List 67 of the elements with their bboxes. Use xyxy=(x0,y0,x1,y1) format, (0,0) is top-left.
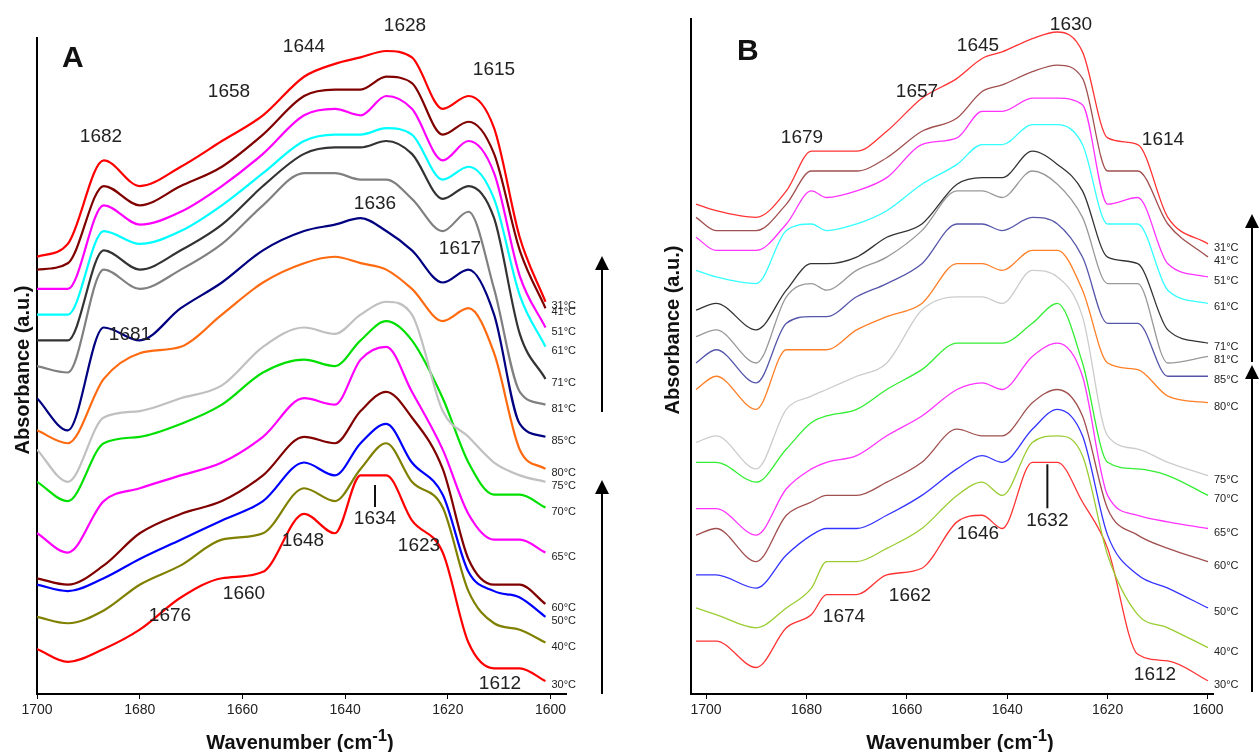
annotation: 1615 xyxy=(472,58,516,80)
series-label: 85°C xyxy=(551,433,577,446)
x-tick-label: 1680 xyxy=(124,701,156,718)
x-tick-label: 1620 xyxy=(432,701,464,718)
series-label: 85°C xyxy=(1213,373,1239,386)
x-tick-label: 1680 xyxy=(790,701,823,718)
series-label: 75°C xyxy=(1213,472,1239,485)
series-label: 60°C xyxy=(551,601,577,614)
annotation: 1645 xyxy=(956,34,1000,56)
x-tick-label: 1700 xyxy=(21,701,53,718)
annotation: 1657 xyxy=(895,80,939,102)
x-tick-label: 1660 xyxy=(891,701,923,718)
x-tick-label: 1620 xyxy=(1092,701,1124,718)
text: 1628 xyxy=(383,14,427,36)
annotation: 1648 xyxy=(281,529,325,551)
series-label: 70°C xyxy=(1213,492,1239,505)
series-label: 51°C xyxy=(551,324,577,337)
series-label: 70°C xyxy=(551,504,577,517)
annotation: 1682 xyxy=(79,125,123,147)
annotation: 1617 xyxy=(438,237,482,259)
series-label: 71°C xyxy=(551,375,577,388)
series-label: 61°C xyxy=(1213,300,1239,313)
annotation: 1630 xyxy=(1049,13,1093,35)
series-label: 71°C xyxy=(1213,340,1239,353)
annotation: 1660 xyxy=(222,582,266,604)
series-label: 51°C xyxy=(1213,273,1239,286)
series-label: 80°C xyxy=(551,465,577,478)
annotation: 1636 xyxy=(353,192,397,214)
x-tick-label: 1600 xyxy=(535,701,567,718)
series-label: 61°C xyxy=(551,343,577,356)
x-axis-title: Wavenumber (cm$^{-1}$) xyxy=(866,726,1054,752)
series-label: 31°C xyxy=(1213,240,1239,253)
series-label: 40°C xyxy=(1213,644,1239,657)
annotation: 1658 xyxy=(207,80,251,102)
series-label: 41°C xyxy=(1213,254,1239,267)
series-label: 65°C xyxy=(551,549,577,562)
x-tick-label: 1700 xyxy=(690,701,722,718)
series-label: 80°C xyxy=(1213,399,1239,412)
annotation: 1612 xyxy=(478,672,522,694)
y-axis-title: Absorbance (a.u.) xyxy=(660,245,684,415)
annotation: 1679 xyxy=(780,126,824,148)
series-label: 65°C xyxy=(1213,525,1239,538)
series-label: 60°C xyxy=(1213,558,1239,571)
series-label: 30°C xyxy=(551,678,577,691)
x-axis-title: Wavenumber (cm$^{-1}$) xyxy=(206,726,394,752)
chart-title: A xyxy=(62,40,84,74)
annotation: 1612 xyxy=(1133,663,1177,685)
annotation: 1662 xyxy=(888,584,932,606)
annotation: 1646 xyxy=(956,522,1000,544)
series-label: 40°C xyxy=(551,639,577,652)
x-tick-label: 1660 xyxy=(226,701,259,718)
annotation: 1674 xyxy=(822,605,866,627)
series-label: 81°C xyxy=(1213,353,1239,366)
annotation: 1614 xyxy=(1141,128,1185,150)
series-label: 75°C xyxy=(551,478,577,491)
x-tick-label: 1600 xyxy=(1192,701,1224,718)
annotation: 1644 xyxy=(282,35,326,57)
x-tick-label: 1640 xyxy=(991,701,1023,718)
annotation: 1632 xyxy=(1026,508,1069,530)
x-tick-label: 1640 xyxy=(329,701,361,718)
chart-title: B xyxy=(737,33,759,67)
annotation: 1634 xyxy=(353,507,397,529)
series-label: 30°C xyxy=(1213,677,1239,690)
series-label: 81°C xyxy=(551,401,577,414)
series-label: 50°C xyxy=(1213,604,1239,617)
series-label: 50°C xyxy=(551,613,577,626)
y-axis-title: Absorbance (a.u.) xyxy=(10,285,34,455)
